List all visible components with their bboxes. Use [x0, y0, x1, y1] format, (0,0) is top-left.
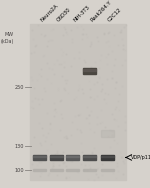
Text: VDP/p115: VDP/p115: [131, 155, 150, 160]
Bar: [50, 156, 63, 157]
Text: C2C12: C2C12: [107, 7, 123, 22]
Bar: [101, 156, 114, 157]
Bar: [50, 169, 63, 171]
Bar: [83, 155, 96, 160]
Text: Rask264.Y: Rask264.Y: [89, 0, 112, 22]
Bar: [83, 169, 96, 171]
Bar: [101, 155, 114, 160]
Text: MW
(kDa): MW (kDa): [1, 33, 14, 44]
Text: 250: 250: [15, 85, 24, 90]
Bar: [83, 68, 96, 74]
Bar: [101, 169, 114, 171]
Text: C6D30: C6D30: [56, 6, 72, 22]
Bar: [33, 156, 46, 157]
Text: 130: 130: [15, 144, 24, 149]
Bar: [83, 156, 96, 157]
Text: 100: 100: [14, 168, 24, 173]
Bar: [66, 156, 79, 157]
Text: NIH-3T3: NIH-3T3: [73, 4, 91, 22]
Bar: [83, 69, 96, 71]
Bar: [66, 169, 79, 171]
Bar: [33, 169, 46, 171]
Text: Neuro2A: Neuro2A: [40, 3, 59, 22]
Bar: [30, 24, 126, 180]
Bar: [66, 155, 79, 160]
Bar: [50, 155, 63, 160]
Bar: [101, 130, 114, 137]
Bar: [33, 155, 46, 160]
